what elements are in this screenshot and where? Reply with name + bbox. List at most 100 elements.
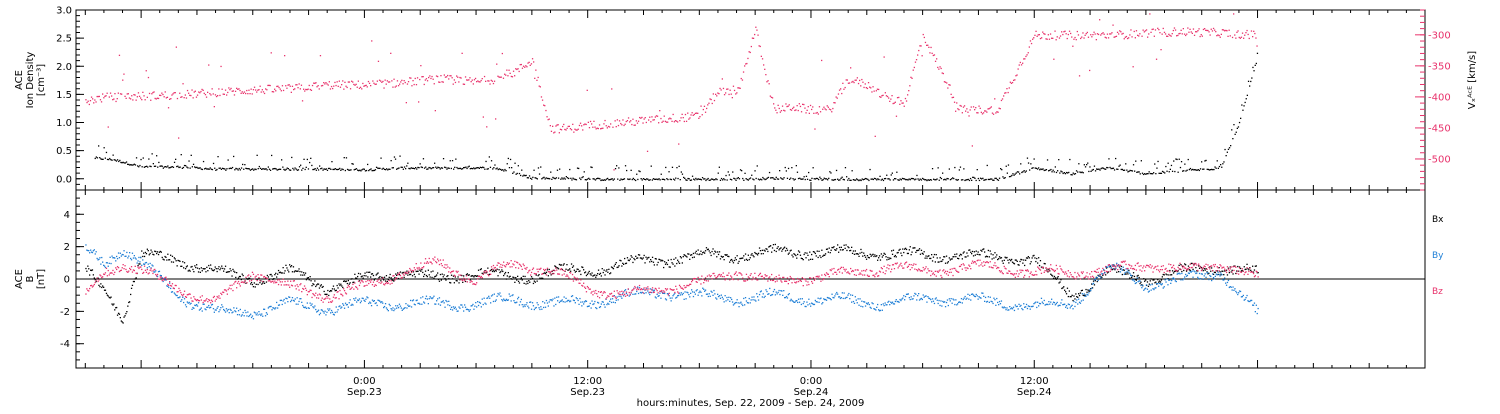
data-point <box>547 269 548 270</box>
data-point <box>762 296 763 297</box>
data-point <box>592 127 593 128</box>
data-point <box>839 179 840 180</box>
data-point <box>148 264 149 265</box>
data-point <box>777 248 778 249</box>
data-point <box>385 80 386 81</box>
data-point <box>731 259 732 260</box>
data-point <box>1081 300 1082 301</box>
data-point <box>426 263 427 264</box>
data-point <box>182 295 183 296</box>
data-point <box>923 34 924 35</box>
data-point <box>468 79 469 80</box>
data-point <box>319 165 320 166</box>
data-point <box>594 127 595 128</box>
data-point <box>910 299 911 300</box>
data-point <box>703 109 704 110</box>
data-point <box>833 297 834 298</box>
data-point <box>1124 274 1125 275</box>
data-point <box>549 269 550 270</box>
data-point <box>392 307 393 308</box>
data-point <box>660 298 661 299</box>
data-point <box>579 270 580 271</box>
data-point <box>1133 66 1134 67</box>
data-point <box>438 303 439 304</box>
data-point <box>853 250 854 251</box>
data-point <box>938 300 939 301</box>
data-point <box>883 180 884 181</box>
data-point <box>199 300 200 301</box>
data-point <box>852 295 853 296</box>
data-point <box>962 112 963 113</box>
data-point <box>105 158 106 159</box>
data-point <box>252 168 253 169</box>
data-point <box>381 281 382 282</box>
data-point <box>1214 30 1215 31</box>
data-point <box>423 158 424 159</box>
data-point <box>291 265 292 266</box>
data-point <box>1024 265 1025 266</box>
data-point <box>435 110 436 111</box>
data-point <box>178 167 179 168</box>
data-point <box>232 311 233 312</box>
data-point <box>125 313 126 314</box>
data-point <box>522 304 523 305</box>
data-point <box>757 254 758 255</box>
data-point <box>617 179 618 180</box>
data-point <box>920 45 921 46</box>
data-point <box>1245 269 1246 270</box>
data-point <box>716 95 717 96</box>
data-point <box>578 300 579 301</box>
data-point <box>337 309 338 310</box>
data-point <box>1077 303 1078 304</box>
data-point <box>190 168 191 169</box>
data-point <box>321 168 322 169</box>
data-point <box>891 250 892 251</box>
data-point <box>740 88 741 89</box>
data-point <box>888 301 889 302</box>
data-point <box>352 81 353 82</box>
data-point <box>95 282 96 283</box>
data-point <box>1151 173 1152 174</box>
data-point <box>250 314 251 315</box>
data-point <box>257 313 258 314</box>
data-point <box>959 255 960 256</box>
data-point <box>1139 277 1140 278</box>
data-point <box>659 110 660 111</box>
data-point <box>700 292 701 293</box>
data-point <box>384 284 385 285</box>
data-point <box>808 172 809 173</box>
data-point <box>920 254 921 255</box>
data-point <box>1075 302 1076 303</box>
data-point <box>1029 257 1030 258</box>
data-point <box>977 112 978 113</box>
data-point <box>931 179 932 180</box>
data-point <box>1030 40 1031 41</box>
data-point <box>1254 303 1255 304</box>
data-point <box>978 251 979 252</box>
data-point <box>868 180 869 181</box>
data-point <box>476 81 477 82</box>
data-point <box>185 94 186 95</box>
data-point <box>766 249 767 250</box>
data-point <box>376 167 377 168</box>
data-point <box>725 175 726 176</box>
data-point <box>1069 159 1070 160</box>
data-point <box>831 250 832 251</box>
data-point <box>340 284 341 285</box>
data-point <box>270 85 271 86</box>
data-point <box>945 306 946 307</box>
data-point <box>681 292 682 293</box>
data-point <box>686 121 687 122</box>
data-point <box>805 306 806 307</box>
data-point <box>780 112 781 113</box>
data-point <box>656 297 657 298</box>
data-point <box>229 288 230 289</box>
data-point <box>835 179 836 180</box>
data-point <box>577 298 578 299</box>
data-point <box>552 299 553 300</box>
data-point <box>1131 277 1132 278</box>
data-point <box>562 299 563 300</box>
data-point <box>406 102 407 103</box>
data-point <box>164 280 165 281</box>
data-point <box>1079 75 1080 76</box>
